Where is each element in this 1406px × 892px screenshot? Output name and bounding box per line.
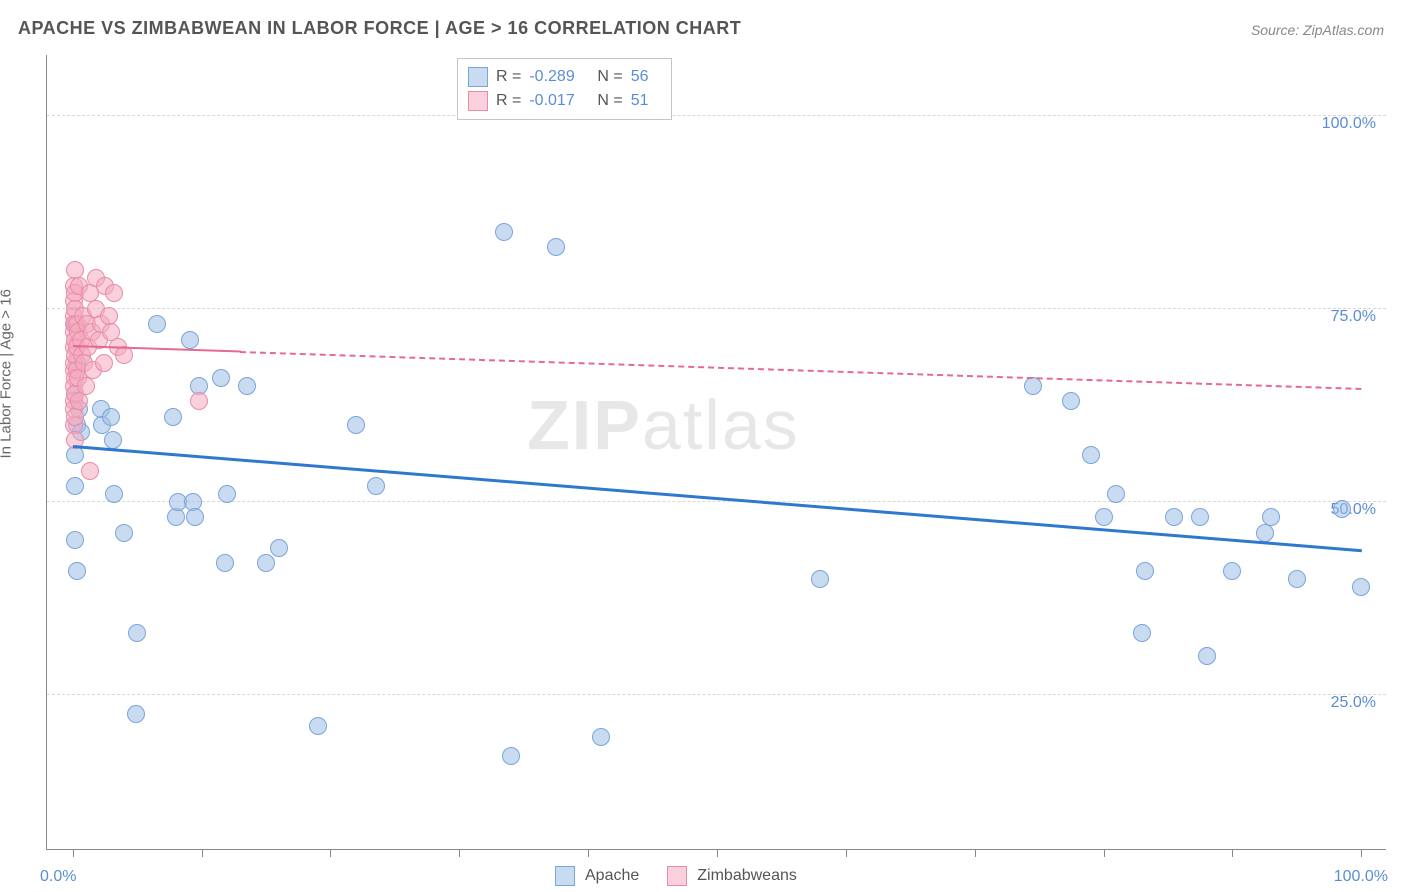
x-tick: [975, 849, 976, 857]
apache-marker: [66, 446, 84, 464]
apache-marker: [115, 524, 133, 542]
x-axis-max-label: 100.0%: [1334, 868, 1388, 886]
apache-marker: [164, 408, 182, 426]
y-axis-label: In Labor Force | Age > 16: [0, 289, 15, 458]
apache-marker: [105, 485, 123, 503]
x-tick: [846, 849, 847, 857]
series-legend: Apache Zimbabweans: [555, 866, 815, 886]
apache-marker: [127, 705, 145, 723]
apache-marker: [1198, 647, 1216, 665]
source-attribution: Source: ZipAtlas.com: [1251, 22, 1384, 38]
zimbabweans-marker: [77, 377, 95, 395]
apache-marker: [495, 223, 513, 241]
y-tick-label: 100.0%: [1322, 115, 1376, 133]
apache-marker: [347, 416, 365, 434]
zimbabweans-marker: [81, 462, 99, 480]
legend-row-apache: R = -0.289 N = 56: [468, 65, 661, 89]
apache-marker: [367, 477, 385, 495]
legend-series-label: Apache: [585, 867, 639, 885]
legend-swatch: [468, 91, 488, 111]
apache-marker: [1133, 624, 1151, 642]
apache-marker: [102, 408, 120, 426]
zimbabweans-marker: [105, 284, 123, 302]
apache-marker: [309, 717, 327, 735]
legend-swatch: [555, 866, 575, 886]
legend-r-label: R =: [496, 68, 521, 86]
apache-marker: [1256, 524, 1274, 542]
x-tick: [73, 849, 74, 857]
x-tick: [588, 849, 589, 857]
apache-marker: [1191, 508, 1209, 526]
legend-n-label: N =: [597, 68, 622, 86]
apache-marker: [1062, 392, 1080, 410]
legend-r-label: R =: [496, 92, 521, 110]
legend-swatch: [468, 67, 488, 87]
correlation-legend: R = -0.289 N = 56 R = -0.017 N = 51: [457, 58, 672, 120]
apache-marker: [181, 331, 199, 349]
apache-marker: [502, 747, 520, 765]
apache-marker: [104, 431, 122, 449]
legend-n-value: 51: [631, 92, 661, 110]
apache-marker: [212, 369, 230, 387]
chart-title: APACHE VS ZIMBABWEAN IN LABOR FORCE | AG…: [18, 18, 741, 39]
watermark: ZIPatlas: [527, 385, 800, 465]
x-tick: [202, 849, 203, 857]
apache-marker: [547, 238, 565, 256]
legend-r-value: -0.289: [529, 68, 589, 86]
gridline: [47, 115, 1386, 116]
zimbabweans-marker: [95, 354, 113, 372]
apache-marker: [128, 624, 146, 642]
x-tick: [717, 849, 718, 857]
apache-marker: [68, 562, 86, 580]
apache-marker: [270, 539, 288, 557]
apache-marker: [1082, 446, 1100, 464]
apache-regression: [73, 445, 1362, 552]
zimbabweans-regression-dashed: [240, 351, 1361, 390]
zimbabweans-marker: [70, 392, 88, 410]
gridline: [47, 501, 1386, 502]
apache-marker: [218, 485, 236, 503]
x-tick: [1361, 849, 1362, 857]
apache-marker: [1107, 485, 1125, 503]
apache-marker: [592, 728, 610, 746]
legend-r-value: -0.017: [529, 92, 589, 110]
apache-marker: [1288, 570, 1306, 588]
apache-marker: [1262, 508, 1280, 526]
apache-marker: [257, 554, 275, 572]
apache-marker: [238, 377, 256, 395]
legend-n-label: N =: [597, 92, 622, 110]
apache-marker: [1024, 377, 1042, 395]
apache-marker: [66, 477, 84, 495]
apache-marker: [1223, 562, 1241, 580]
apache-marker: [66, 531, 84, 549]
apache-marker: [148, 315, 166, 333]
x-tick: [1104, 849, 1105, 857]
legend-swatch: [667, 866, 687, 886]
y-tick-label: 25.0%: [1331, 694, 1376, 712]
x-axis-min-label: 0.0%: [40, 868, 76, 886]
legend-series-label: Zimbabweans: [697, 867, 797, 885]
apache-marker: [1136, 562, 1154, 580]
x-tick: [1232, 849, 1233, 857]
gridline: [47, 694, 1386, 695]
apache-marker: [1333, 500, 1351, 518]
y-tick-label: 75.0%: [1331, 308, 1376, 326]
zimbabweans-marker: [190, 392, 208, 410]
apache-marker: [1165, 508, 1183, 526]
chart-container: APACHE VS ZIMBABWEAN IN LABOR FORCE | AG…: [0, 0, 1406, 892]
legend-n-value: 56: [631, 68, 661, 86]
legend-row-zimbabweans: R = -0.017 N = 51: [468, 89, 661, 113]
gridline: [47, 308, 1386, 309]
x-tick: [459, 849, 460, 857]
apache-marker: [1352, 578, 1370, 596]
x-tick: [330, 849, 331, 857]
plot-area: ZIPatlas 25.0%50.0%75.0%100.0%: [46, 55, 1386, 850]
zimbabweans-marker: [66, 408, 84, 426]
apache-marker: [1095, 508, 1113, 526]
apache-marker: [216, 554, 234, 572]
apache-marker: [186, 508, 204, 526]
apache-marker: [167, 508, 185, 526]
zimbabweans-regression-solid: [73, 345, 241, 353]
apache-marker: [811, 570, 829, 588]
